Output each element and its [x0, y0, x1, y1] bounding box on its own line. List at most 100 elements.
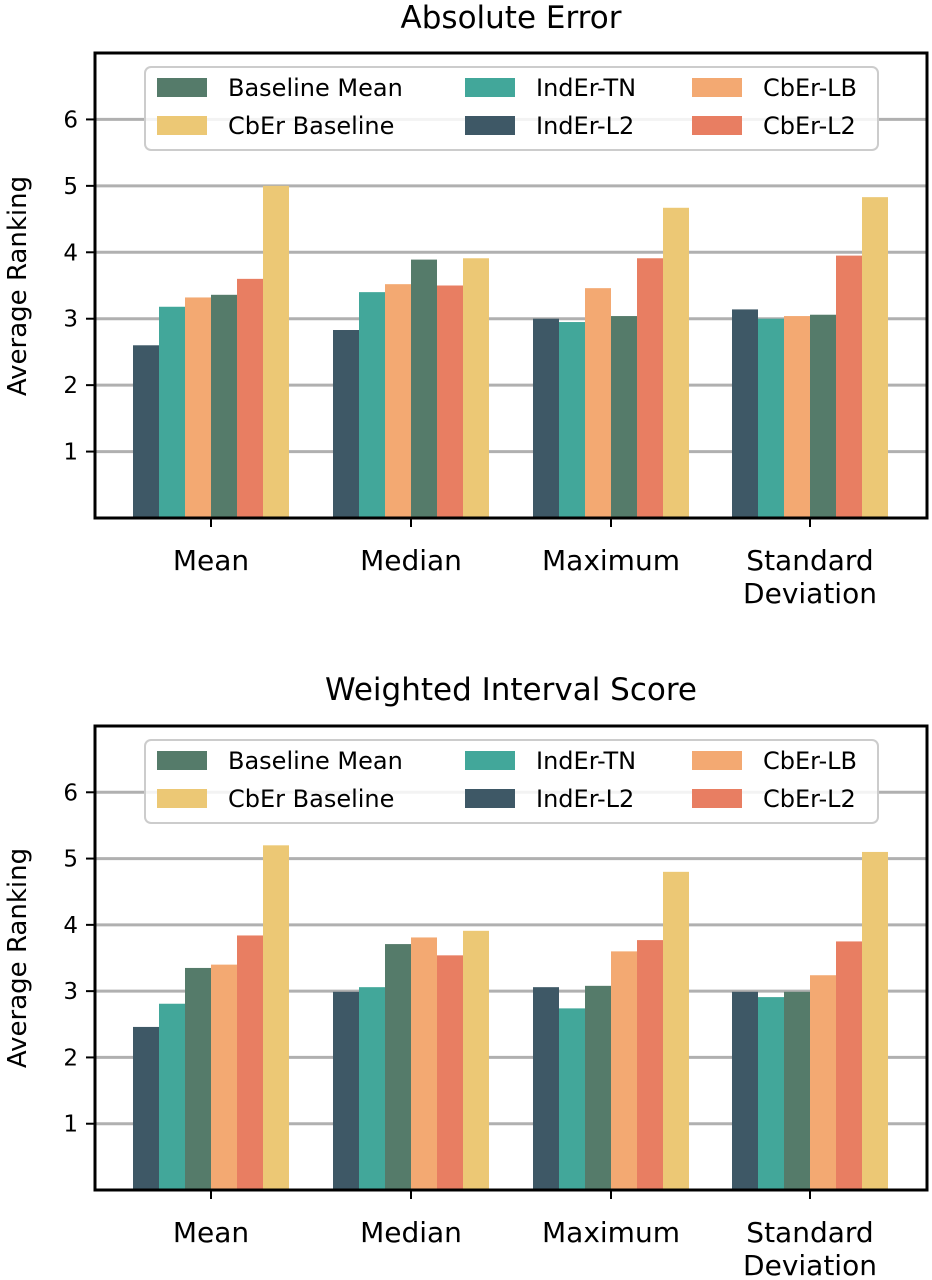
- bar-inder-l2-mean: [133, 345, 159, 518]
- legend-label-cber-lb: CbEr-LB: [763, 747, 857, 775]
- legend-swatch-cber-l2: [692, 116, 742, 135]
- legend-label-cber-baseline: CbEr Baseline: [228, 785, 394, 813]
- bar-cber-baseline-standard-deviation: [862, 197, 888, 518]
- bar-cber-baseline-median: [463, 258, 489, 518]
- bar-cber-l2-mean: [237, 935, 263, 1190]
- legend-label-baseline-mean: Baseline Mean: [228, 747, 403, 775]
- legend-label-cber-lb: CbEr-LB: [763, 74, 857, 102]
- x-tick-label: Median: [360, 544, 462, 577]
- bar-cber-lb-standard-deviation: [784, 316, 810, 518]
- bar-inder-tn-median: [359, 987, 385, 1190]
- bar-baseline-mean-median: [411, 259, 437, 518]
- bar-baseline-mean-maximum: [611, 316, 637, 518]
- bar-inder-tn-maximum: [559, 1008, 585, 1190]
- bar-cber-l2-median: [437, 285, 463, 518]
- bar-cber-baseline-standard-deviation: [862, 851, 888, 1190]
- bar-inder-l2-maximum: [533, 987, 559, 1190]
- y-tick-label: 5: [63, 174, 78, 200]
- x-tick-label: Mean: [173, 1216, 249, 1249]
- bar-cber-lb-median: [385, 284, 411, 518]
- bar-baseline-mean-standard-deviation: [784, 991, 810, 1190]
- bar-cber-lb-mean: [185, 297, 211, 518]
- x-tick-label: Maximum: [542, 544, 680, 577]
- bar-cber-lb-mean: [211, 964, 237, 1190]
- bar-cber-l2-maximum: [637, 258, 663, 518]
- bar-inder-tn-mean: [159, 1003, 185, 1190]
- y-tick-label: 6: [63, 780, 78, 806]
- bar-cber-baseline-mean: [263, 845, 289, 1190]
- legend-swatch-cber-lb: [692, 751, 742, 770]
- bar-inder-tn-median: [359, 292, 385, 518]
- y-tick-label: 2: [63, 373, 78, 399]
- bar-cber-baseline-maximum: [663, 207, 689, 518]
- x-tick-label: Mean: [173, 544, 249, 577]
- legend-label-inder-tn: IndEr-TN: [536, 747, 636, 775]
- y-tick-label: 6: [63, 107, 78, 133]
- y-tick-label: 3: [63, 307, 78, 333]
- bar-inder-tn-standard-deviation: [758, 318, 784, 518]
- bar-inder-l2-standard-deviation: [732, 991, 758, 1190]
- x-tick-label: Standard Deviation: [743, 544, 877, 610]
- legend-swatch-baseline-mean: [157, 751, 207, 770]
- bar-baseline-mean-maximum: [585, 985, 611, 1190]
- legend-label-inder-l2: IndEr-L2: [536, 785, 634, 813]
- chart-panel-weighted-interval-score: Weighted Interval Score Average Ranking …: [3, 672, 929, 1280]
- legend-swatch-inder-l2: [465, 116, 515, 135]
- bar-cber-l2-maximum: [637, 940, 663, 1190]
- y-tick-label: 3: [63, 979, 78, 1005]
- x-tick-label: Standard Deviation: [743, 1216, 877, 1280]
- bar-cber-l2-standard-deviation: [836, 255, 862, 518]
- legend: Baseline Mean IndEr-TN CbEr-LB CbEr Baselin…: [144, 66, 879, 151]
- legend-swatch-baseline-mean: [157, 78, 207, 97]
- legend-label-cber-l2: CbEr-L2: [763, 785, 856, 813]
- bar-baseline-mean-standard-deviation: [810, 314, 836, 518]
- bar-baseline-mean-mean: [185, 967, 211, 1190]
- x-tick-label: Maximum: [542, 1216, 680, 1249]
- bar-inder-l2-median: [333, 330, 359, 518]
- bar-inder-l2-standard-deviation: [732, 309, 758, 518]
- bar-cber-l2-median: [437, 955, 463, 1190]
- chart-title: Absolute Error: [401, 0, 622, 36]
- bar-cber-lb-maximum: [611, 951, 637, 1190]
- y-tick-label: 5: [63, 847, 78, 873]
- y-axis-label: Average Ranking: [3, 848, 33, 1068]
- chart-title: Weighted Interval Score: [325, 672, 697, 708]
- legend: Baseline Mean IndEr-TN CbEr-LB CbEr Baselin…: [144, 739, 879, 824]
- bar-inder-tn-maximum: [559, 322, 585, 518]
- legend-label-inder-l2: IndEr-L2: [536, 112, 634, 140]
- plot-frame: [93, 724, 929, 1192]
- y-tick-label: 4: [63, 240, 78, 266]
- legend-swatch-inder-tn: [465, 78, 515, 97]
- x-tick-label: Median: [360, 1216, 462, 1249]
- y-tick-label: 1: [63, 1112, 78, 1138]
- bar-inder-l2-maximum: [533, 318, 559, 518]
- legend-label-cber-baseline: CbEr Baseline: [228, 112, 394, 140]
- plot-frame: [93, 51, 929, 520]
- y-axis-label: Average Ranking: [3, 176, 33, 396]
- legend-label-baseline-mean: Baseline Mean: [228, 74, 403, 102]
- bar-cber-l2-mean: [237, 278, 263, 518]
- bar-cber-baseline-median: [463, 930, 489, 1190]
- bar-cber-baseline-mean: [263, 185, 289, 518]
- bar-inder-l2-median: [333, 991, 359, 1190]
- legend-label-inder-tn: IndEr-TN: [536, 74, 636, 102]
- chart-panel-absolute-error: Absolute Error Average Ranking 1 2 3 4 5 6 Mea…: [3, 0, 929, 610]
- y-tick-label: 4: [63, 913, 78, 939]
- legend-swatch-cber-lb: [692, 78, 742, 97]
- bar-inder-tn-standard-deviation: [758, 997, 784, 1190]
- bar-inder-l2-mean: [133, 1026, 159, 1190]
- bar-cber-l2-standard-deviation: [836, 941, 862, 1190]
- y-tick-label: 2: [63, 1045, 78, 1071]
- legend-swatch-inder-l2: [465, 789, 515, 808]
- legend-swatch-inder-tn: [465, 751, 515, 770]
- legend-swatch-cber-baseline: [157, 789, 207, 808]
- y-tick-label: 1: [63, 440, 78, 466]
- bar-cber-lb-standard-deviation: [810, 975, 836, 1190]
- bar-baseline-mean-median: [385, 944, 411, 1190]
- bar-cber-lb-maximum: [585, 288, 611, 518]
- legend-swatch-cber-l2: [692, 789, 742, 808]
- bar-cber-lb-median: [411, 937, 437, 1190]
- legend-label-cber-l2: CbEr-L2: [763, 112, 856, 140]
- bar-inder-tn-mean: [159, 306, 185, 518]
